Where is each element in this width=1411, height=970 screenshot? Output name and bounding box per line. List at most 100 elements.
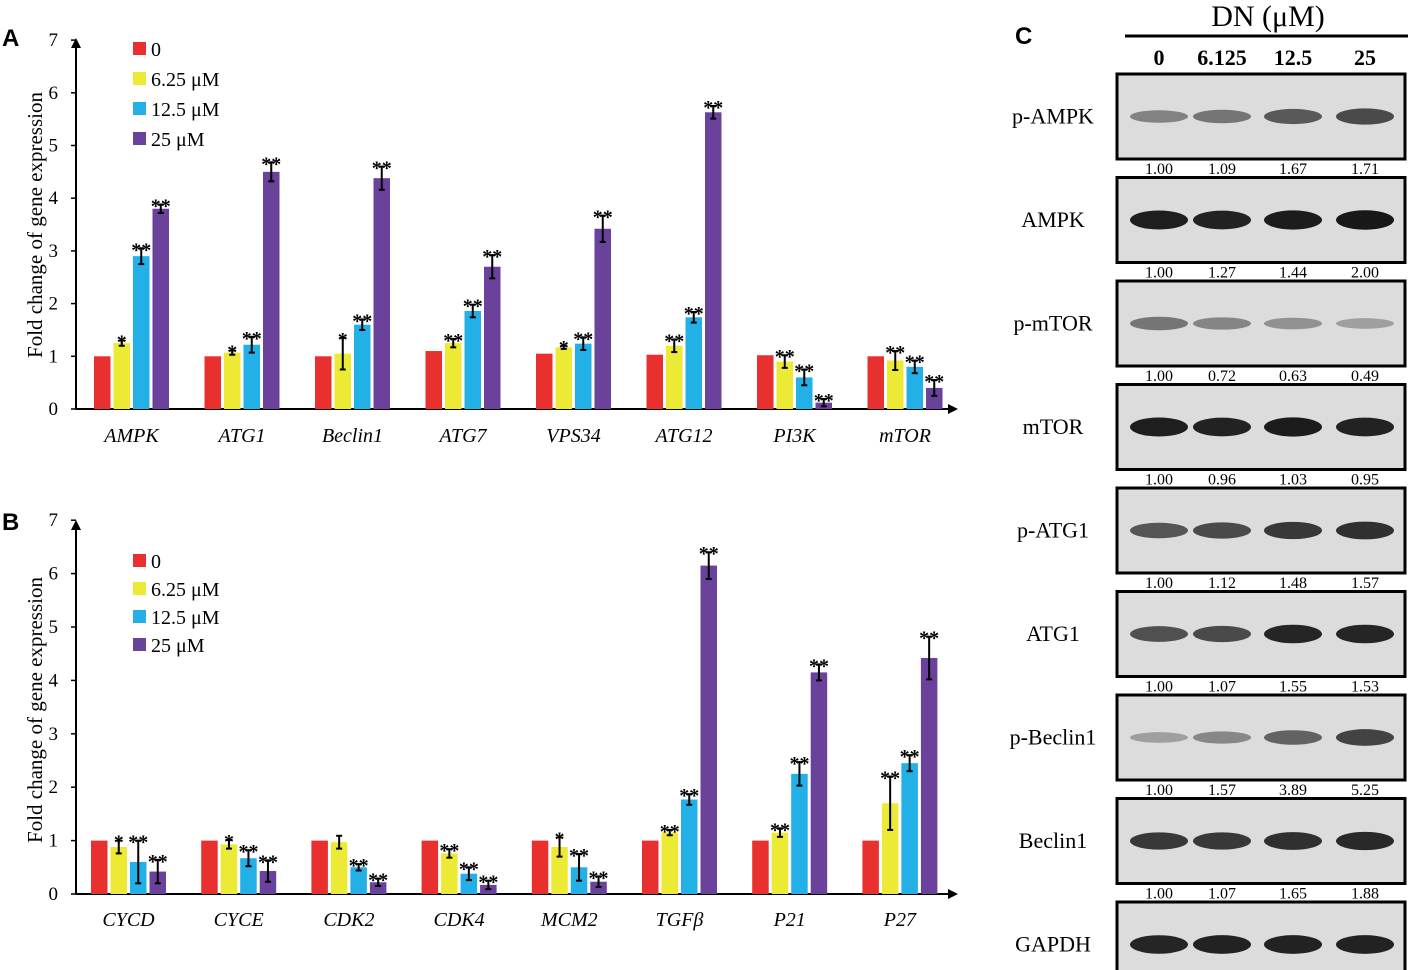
x-tick-label: ATG7 bbox=[437, 425, 487, 447]
y-tick-label: 3 bbox=[49, 724, 59, 745]
y-tick-label: 5 bbox=[49, 136, 59, 157]
legend-swatch-12.5 bbox=[133, 102, 146, 115]
band-quant: 1.00 bbox=[1145, 472, 1173, 489]
blot-row-label: p-AMPK bbox=[1012, 104, 1094, 129]
blot-band bbox=[1193, 109, 1251, 124]
blot-band bbox=[1264, 730, 1322, 745]
significance-mark: ** bbox=[684, 303, 704, 325]
bar bbox=[906, 366, 923, 409]
band-quant: 1.53 bbox=[1351, 679, 1379, 696]
blot-band bbox=[1264, 935, 1322, 954]
lane-label: 12.5 bbox=[1274, 45, 1313, 70]
x-tick-label: VPS34 bbox=[546, 425, 600, 447]
band-quant: 1.00 bbox=[1145, 575, 1173, 592]
bar bbox=[133, 256, 150, 409]
significance-mark: ** bbox=[349, 855, 369, 877]
bar bbox=[555, 347, 572, 409]
significance-mark: * bbox=[114, 832, 124, 854]
significance-mark: ** bbox=[459, 858, 479, 880]
bar bbox=[776, 361, 793, 409]
band-quant: 1.03 bbox=[1279, 472, 1307, 489]
panel-label-c: C bbox=[1015, 23, 1032, 50]
bar bbox=[243, 344, 260, 409]
significance-mark: ** bbox=[679, 785, 699, 807]
legend-label-0: 0 bbox=[151, 551, 161, 573]
significance-mark: ** bbox=[151, 196, 171, 218]
x-tick-label: MCM2 bbox=[540, 909, 598, 931]
chart-b: Fold change of gene expression 0 6.25 μM… bbox=[23, 510, 958, 931]
y-tick-label: 7 bbox=[49, 510, 59, 531]
significance-mark: ** bbox=[660, 821, 680, 843]
bar bbox=[240, 858, 257, 894]
bar bbox=[311, 840, 328, 894]
legend-label-6.25: 6.25 μM bbox=[151, 579, 220, 601]
blot-band bbox=[1130, 832, 1188, 850]
bar bbox=[705, 112, 722, 409]
blot-row-label: p-Beclin1 bbox=[1010, 725, 1097, 750]
x-tick-label: ATG12 bbox=[653, 425, 712, 447]
significance-mark: ** bbox=[775, 346, 795, 368]
significance-mark: * bbox=[338, 329, 348, 351]
bar bbox=[531, 840, 549, 894]
bar bbox=[551, 847, 568, 894]
bar bbox=[91, 840, 108, 894]
significance-mark: ** bbox=[128, 832, 148, 854]
y-tick-label: 1 bbox=[49, 831, 59, 852]
blot-band bbox=[1336, 729, 1394, 746]
significance-mark: ** bbox=[148, 851, 168, 873]
blot-band bbox=[1264, 521, 1322, 540]
bar bbox=[887, 360, 904, 409]
chart-b-ylabel: Fold change of gene expression bbox=[23, 577, 47, 843]
band-quant: 1.00 bbox=[1145, 161, 1173, 178]
significance-mark: * bbox=[227, 342, 237, 364]
blot-band bbox=[1336, 210, 1394, 230]
bar bbox=[204, 356, 221, 409]
bar bbox=[94, 356, 111, 409]
blot-band bbox=[1336, 624, 1394, 644]
x-tick-label: CYCE bbox=[214, 909, 264, 931]
band-quant: 1.00 bbox=[1145, 782, 1173, 799]
blot-band bbox=[1264, 210, 1322, 230]
significance-mark: ** bbox=[242, 328, 262, 350]
bar bbox=[421, 840, 439, 894]
band-quant: 1.27 bbox=[1208, 265, 1236, 282]
y-tick-label: 2 bbox=[49, 777, 59, 798]
blot-row-label: ATG1 bbox=[1026, 621, 1080, 646]
y-tick-label: 4 bbox=[49, 670, 59, 691]
lane-label: 25 bbox=[1354, 45, 1376, 70]
bar bbox=[796, 377, 813, 409]
blot-band bbox=[1130, 417, 1188, 437]
bar bbox=[791, 773, 808, 894]
band-quant: 1.09 bbox=[1208, 161, 1236, 178]
y-tick-label: 3 bbox=[49, 241, 59, 262]
bar bbox=[220, 844, 238, 894]
significance-mark: ** bbox=[482, 246, 502, 268]
legend-swatch-25 bbox=[133, 638, 146, 651]
bar bbox=[315, 356, 332, 409]
bar bbox=[350, 867, 367, 894]
band-quant: 2.00 bbox=[1351, 265, 1379, 282]
blot-band bbox=[1130, 732, 1188, 743]
significance-mark: ** bbox=[770, 819, 790, 841]
bar bbox=[646, 354, 663, 409]
band-quant: 0.49 bbox=[1351, 368, 1379, 385]
bar bbox=[152, 208, 169, 409]
legend-swatch-12.5 bbox=[133, 610, 146, 623]
blot-band bbox=[1130, 522, 1188, 539]
significance-mark: ** bbox=[443, 330, 463, 352]
y-tick-label: 1 bbox=[49, 346, 59, 367]
y-tick-label: 2 bbox=[49, 294, 59, 315]
blot-band bbox=[1264, 624, 1322, 644]
y-tick-label: 6 bbox=[49, 83, 59, 104]
legend-swatch-0 bbox=[133, 554, 146, 567]
blot-band bbox=[1130, 316, 1188, 331]
bar bbox=[685, 317, 702, 409]
blot-band bbox=[1193, 625, 1251, 643]
bar bbox=[110, 847, 127, 894]
significance-mark: ** bbox=[352, 310, 372, 332]
band-quant: 1.44 bbox=[1279, 265, 1307, 282]
band-quant: 1.55 bbox=[1279, 679, 1307, 696]
significance-mark: ** bbox=[372, 158, 392, 180]
blot-band bbox=[1193, 210, 1251, 230]
